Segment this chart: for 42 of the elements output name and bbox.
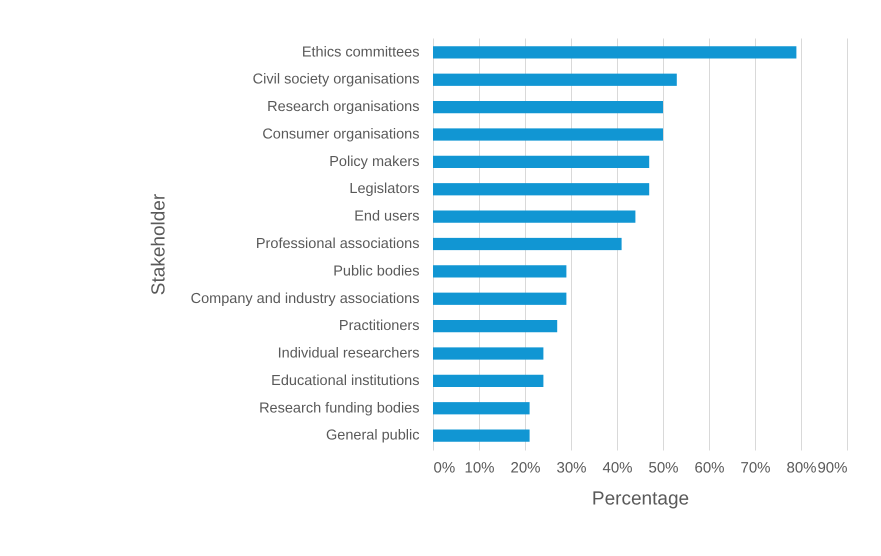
x-tick-label: 90% bbox=[817, 460, 848, 476]
bar bbox=[433, 402, 530, 414]
y-tick-label: Individual researchers bbox=[278, 346, 420, 362]
y-tick-label: Research funding bodies bbox=[259, 400, 420, 416]
bar bbox=[433, 100, 663, 114]
x-tick-label: 0% bbox=[434, 460, 456, 476]
bar bbox=[433, 265, 566, 278]
y-tick-label: Educational institutions bbox=[271, 372, 420, 389]
y-tick-label: Policy makers bbox=[329, 154, 420, 170]
bar bbox=[433, 210, 636, 223]
y-tick-label: Practitioners bbox=[338, 318, 420, 334]
bar bbox=[433, 429, 530, 442]
y-tick-label: Ethics committees bbox=[302, 44, 420, 60]
bar bbox=[433, 74, 677, 86]
y-tick-label: General public bbox=[326, 428, 420, 444]
y-axis-title: Stakeholder bbox=[148, 193, 170, 296]
x-tick-label: 30% bbox=[556, 460, 587, 476]
y-tick-label: Company and industry associations bbox=[190, 290, 420, 307]
x-tick-label: 60% bbox=[694, 460, 725, 476]
y-tick-label: Civil society organisations bbox=[252, 72, 420, 88]
bar bbox=[433, 292, 566, 305]
y-tick-label: Legislators bbox=[349, 181, 420, 198]
bar bbox=[433, 46, 796, 59]
bar bbox=[433, 183, 650, 196]
x-tick-label: 40% bbox=[602, 460, 633, 476]
x-tick-label: 20% bbox=[510, 460, 541, 476]
bar bbox=[433, 320, 558, 332]
x-tick-label: 10% bbox=[464, 460, 495, 476]
y-tick-label: Public bodies bbox=[333, 263, 420, 280]
bar bbox=[433, 128, 663, 141]
x-tick-label: 80% bbox=[786, 460, 817, 476]
y-tick-label: End users bbox=[354, 208, 420, 225]
x-axis-title: Percentage bbox=[592, 488, 690, 510]
y-tick-label: Research organisations bbox=[267, 99, 420, 116]
x-tick-label: 50% bbox=[648, 460, 679, 476]
bar bbox=[433, 238, 622, 250]
bar bbox=[433, 156, 650, 168]
x-tick-label: 70% bbox=[740, 460, 771, 476]
bar bbox=[433, 347, 544, 360]
y-tick-label: Consumer organisations bbox=[262, 126, 420, 142]
bar bbox=[433, 374, 544, 388]
y-tick-label: Professional associations bbox=[256, 236, 420, 252]
